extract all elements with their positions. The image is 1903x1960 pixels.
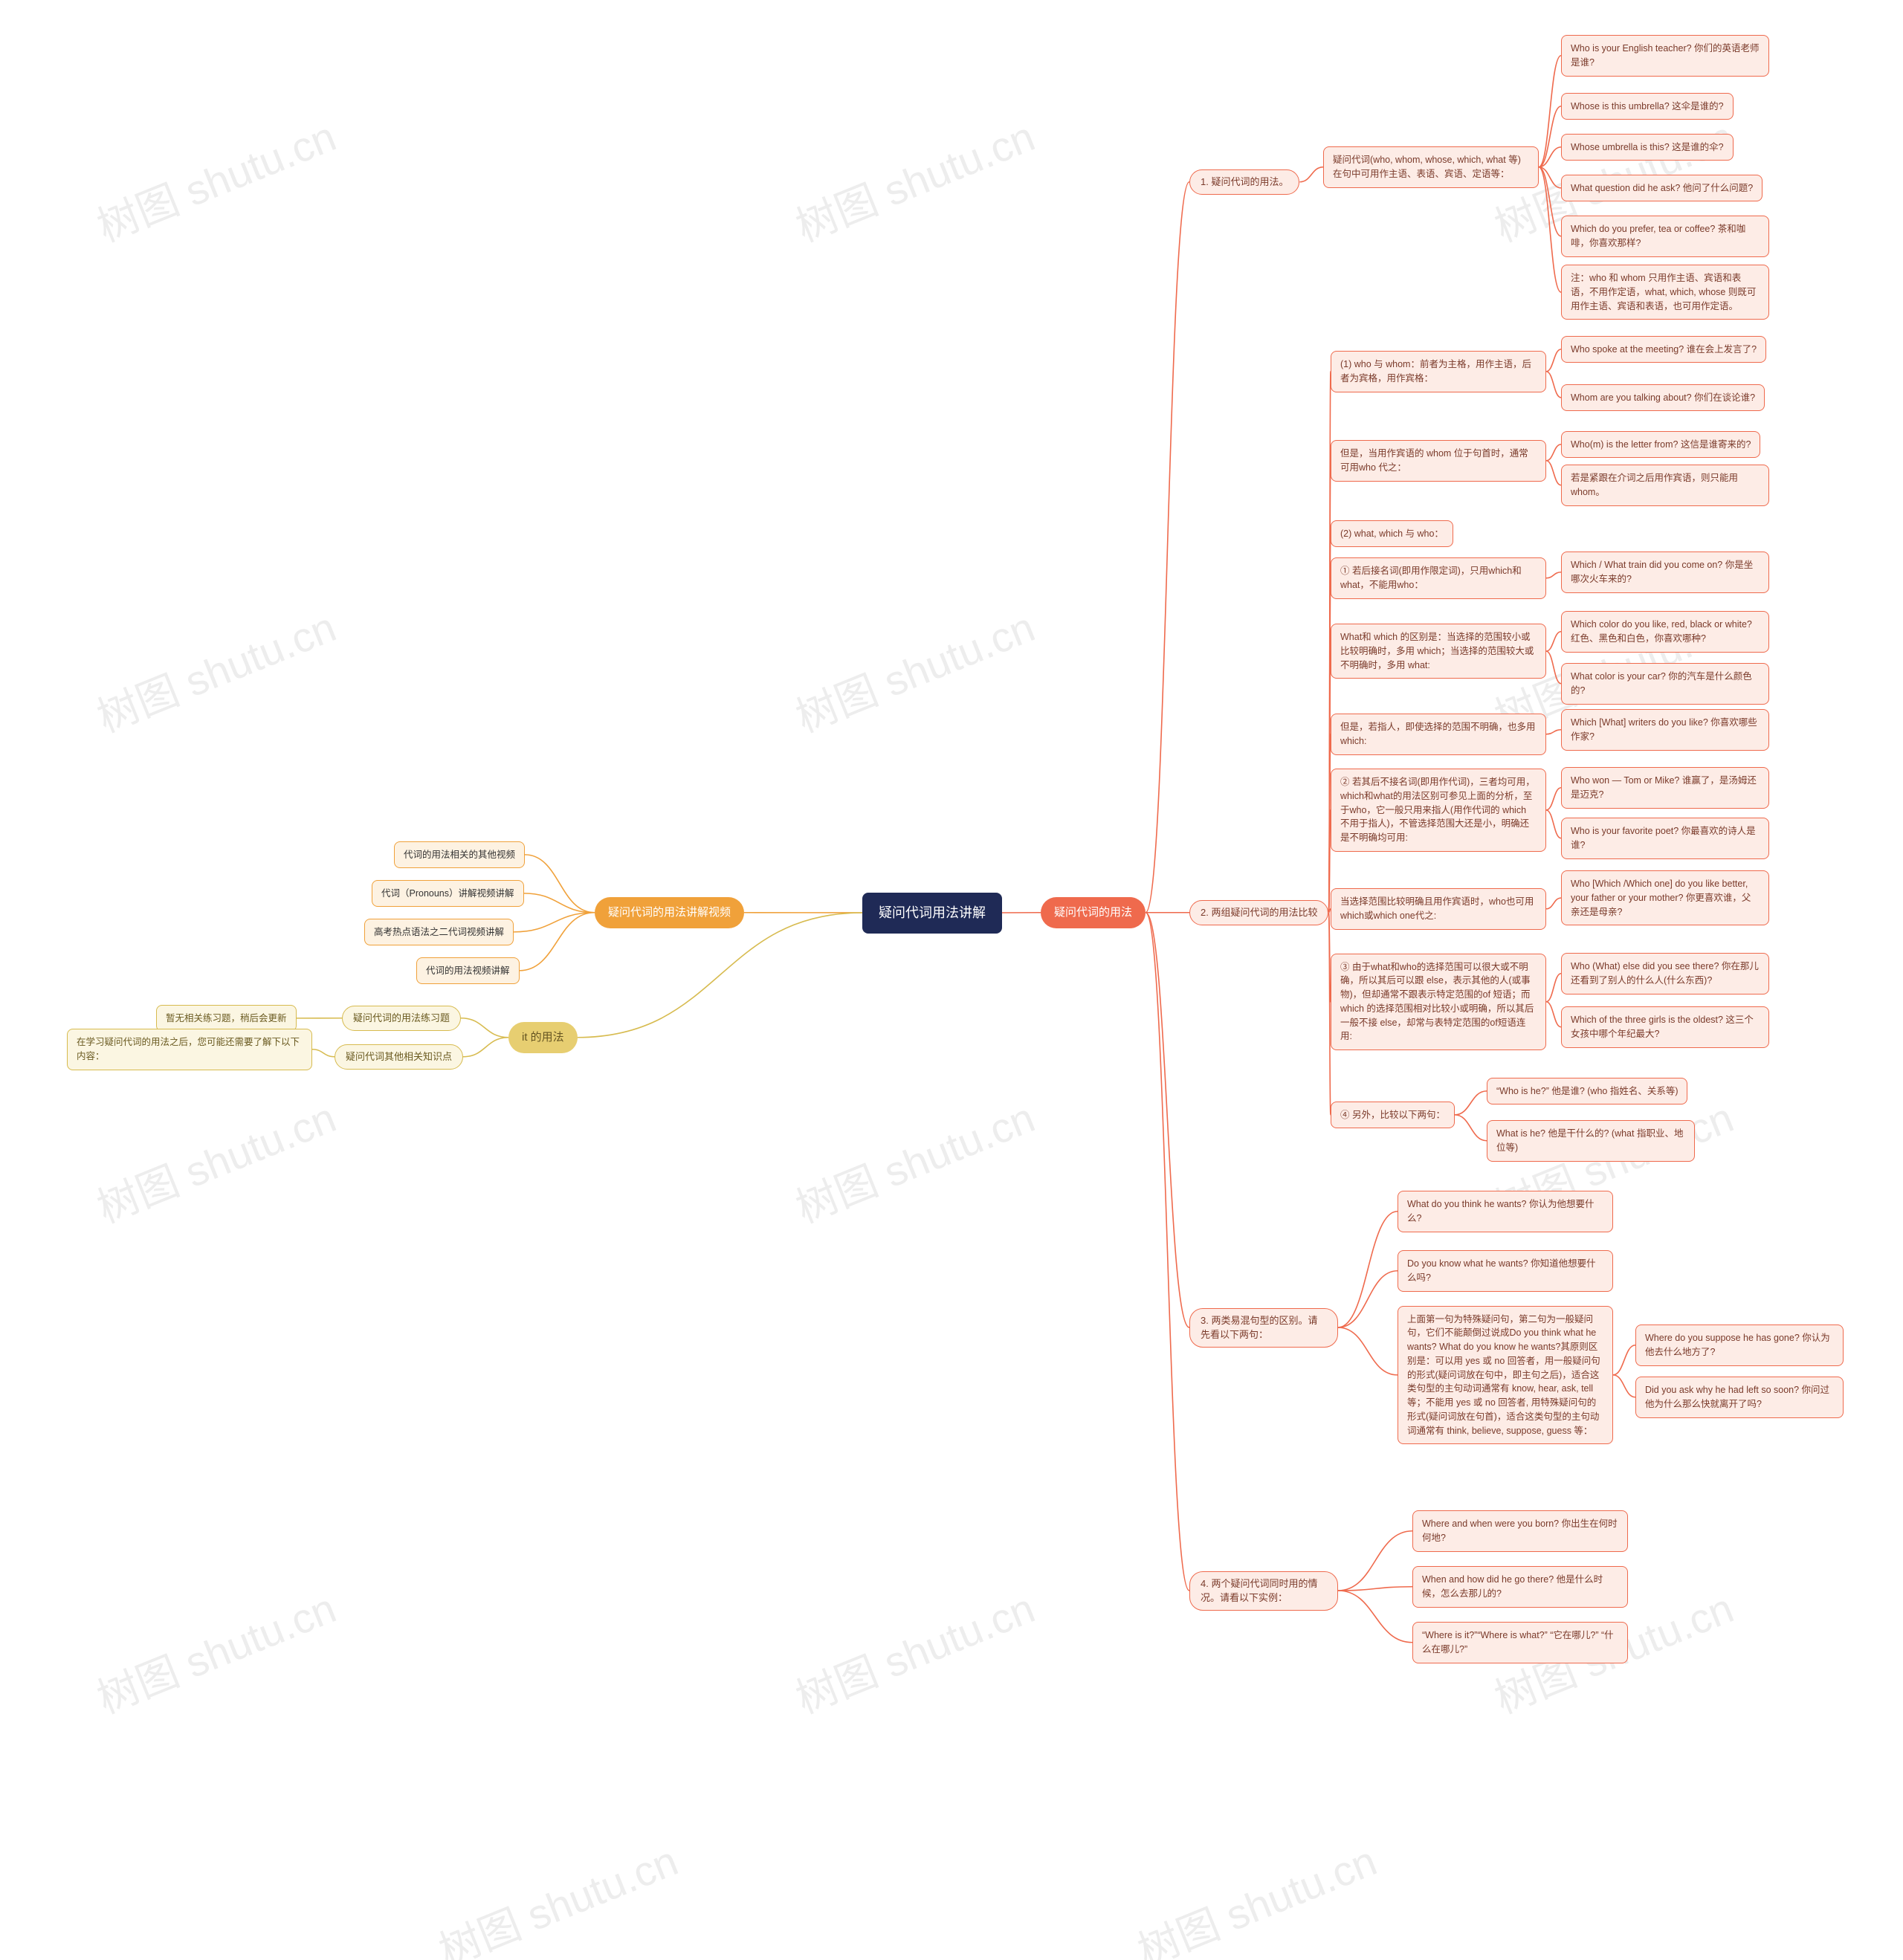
sub-1-5[interactable]: 但是，若指人，即使选择的范围不明确，也多用 which: (1331, 714, 1546, 755)
sub-2-2[interactable]: 上面第一句为特殊疑问句，第二句为一般疑问句，它们不能颠倒过说成Do you th… (1398, 1306, 1613, 1445)
section-2[interactable]: 3. 两类易混句型的区别。请先看以下两句： (1189, 1308, 1338, 1348)
sub-3-1[interactable]: When and how did he go there? 他是什么时候，怎么去… (1412, 1566, 1628, 1608)
root-node[interactable]: 疑问代词用法讲解 (862, 893, 1002, 934)
leaf-1-8-0[interactable]: Who (What) else did you see there? 你在那儿还… (1561, 953, 1769, 994)
leaf-0-0-3[interactable]: What question did he ask? 他问了什么问题? (1561, 175, 1763, 202)
leaf-1-4-1[interactable]: What color is your car? 你的汽车是什么颜色的? (1561, 663, 1769, 705)
leaf-2-2-0[interactable]: Where do you suppose he has gone? 你认为他去什… (1635, 1325, 1844, 1366)
sub-1-2[interactable]: (2) what, which 与 who： (1331, 520, 1453, 548)
branch-video[interactable]: 疑问代词的用法讲解视频 (595, 897, 744, 929)
branch-usage[interactable]: 疑问代词的用法 (1041, 897, 1146, 929)
sub-1-0[interactable]: (1) who 与 whom：前者为主格，用作主语，后者为宾格，用作宾格： (1331, 351, 1546, 392)
mindmap-canvas: 树图 shutu.cn树图 shutu.cn树图 shutu.cn树图 shut… (0, 0, 1903, 1960)
leaf-1-6-1[interactable]: Who is your favorite poet? 你最喜欢的诗人是谁? (1561, 818, 1769, 859)
sub-0-0[interactable]: 疑问代词(who, whom, whose, which, what 等)在句中… (1323, 146, 1539, 188)
sub-1-3[interactable]: ① 若后接名词(即用作限定词)，只用which和what，不能用who： (1331, 557, 1546, 599)
leaf-it-0-0[interactable]: 暂无相关练习题，稍后会更新 (156, 1005, 297, 1032)
sub-1-1[interactable]: 但是，当用作宾语的 whom 位于句首时，通常可用who 代之： (1331, 440, 1546, 482)
leaf-1-6-0[interactable]: Who won — Tom or Mike? 谁赢了，是汤姆还是迈克? (1561, 767, 1769, 809)
sub-it-0[interactable]: 疑问代词的用法练习题 (342, 1006, 461, 1031)
sub-3-2[interactable]: “Where is it?”“Where is what?” “它在哪儿?” “… (1412, 1622, 1628, 1663)
leaf-it-1-0[interactable]: 在学习疑问代词的用法之后，您可能还需要了解下以下内容： (67, 1029, 312, 1070)
leaf-video-3[interactable]: 代词的用法视频讲解 (416, 957, 520, 985)
leaf-1-0-0[interactable]: Who spoke at the meeting? 谁在会上发言了? (1561, 336, 1766, 363)
sub-1-8[interactable]: ③ 由于what和who的选择范围可以很大或不明确，所以其后可以跟 else，表… (1331, 954, 1546, 1051)
leaf-video-0[interactable]: 代词的用法相关的其他视频 (394, 841, 525, 869)
sub-1-4[interactable]: What和 which 的区别是：当选择的范围较小或比较明确时，多用 which… (1331, 624, 1546, 679)
branch-it[interactable]: it 的用法 (508, 1022, 578, 1054)
leaf-1-9-1[interactable]: What is he? 他是干什么的? (what 指职业、地位等) (1487, 1120, 1695, 1162)
leaf-0-0-1[interactable]: Whose is this umbrella? 这伞是谁的? (1561, 93, 1734, 120)
leaf-video-2[interactable]: 高考热点语法之二代词视频讲解 (364, 919, 514, 946)
sub-1-6[interactable]: ② 若其后不接名词(即用作代词)，三者均可用，which和what的用法区别可参… (1331, 769, 1546, 852)
leaf-0-0-2[interactable]: Whose umbrella is this? 这是谁的伞? (1561, 134, 1734, 161)
leaf-1-0-1[interactable]: Whom are you talking about? 你们在谈论谁? (1561, 384, 1765, 412)
leaf-1-8-1[interactable]: Which of the three girls is the oldest? … (1561, 1006, 1769, 1048)
section-3[interactable]: 4. 两个疑问代词同时用的情况。请看以下实例： (1189, 1571, 1338, 1611)
leaf-0-0-0[interactable]: Who is your English teacher? 你们的英语老师是谁? (1561, 35, 1769, 77)
sub-2-1[interactable]: Do you know what he wants? 你知道他想要什么吗? (1398, 1250, 1613, 1292)
leaf-video-1[interactable]: 代词（Pronouns）讲解视频讲解 (372, 880, 524, 908)
leaf-2-2-1[interactable]: Did you ask why he had left so soon? 你问过… (1635, 1377, 1844, 1418)
leaf-1-4-0[interactable]: Which color do you like, red, black or w… (1561, 611, 1769, 653)
leaf-0-0-4[interactable]: Which do you prefer, tea or coffee? 茶和咖啡… (1561, 216, 1769, 257)
leaf-1-7-0[interactable]: Who [Which /Which one] do you like bette… (1561, 870, 1769, 925)
leaf-1-9-0[interactable]: “Who is he?” 他是谁? (who 指姓名、关系等) (1487, 1078, 1687, 1105)
section-0[interactable]: 1. 疑问代词的用法。 (1189, 169, 1299, 195)
section-1[interactable]: 2. 两组疑问代词的用法比较 (1189, 900, 1328, 925)
leaf-1-1-0[interactable]: Who(m) is the letter from? 这信是谁寄来的? (1561, 431, 1760, 459)
leaf-1-5-0[interactable]: Which [What] writers do you like? 你喜欢哪些作… (1561, 709, 1769, 751)
leaf-0-0-5[interactable]: 注：who 和 whom 只用作主语、宾语和表语，不用作定语，what, whi… (1561, 265, 1769, 320)
sub-3-0[interactable]: Where and when were you born? 你出生在何时何地? (1412, 1510, 1628, 1552)
sub-2-0[interactable]: What do you think he wants? 你认为他想要什么? (1398, 1191, 1613, 1232)
leaf-1-1-1[interactable]: 若是紧跟在介词之后用作宾语，则只能用 whom。 (1561, 465, 1769, 506)
sub-it-1[interactable]: 疑问代词其他相关知识点 (335, 1044, 463, 1070)
leaf-1-3-0[interactable]: Which / What train did you come on? 你是坐哪… (1561, 552, 1769, 593)
sub-1-9[interactable]: ④ 另外，比较以下两句： (1331, 1102, 1455, 1129)
sub-1-7[interactable]: 当选择范围比较明确且用作宾语时，who也可用which或which one代之: (1331, 888, 1546, 930)
